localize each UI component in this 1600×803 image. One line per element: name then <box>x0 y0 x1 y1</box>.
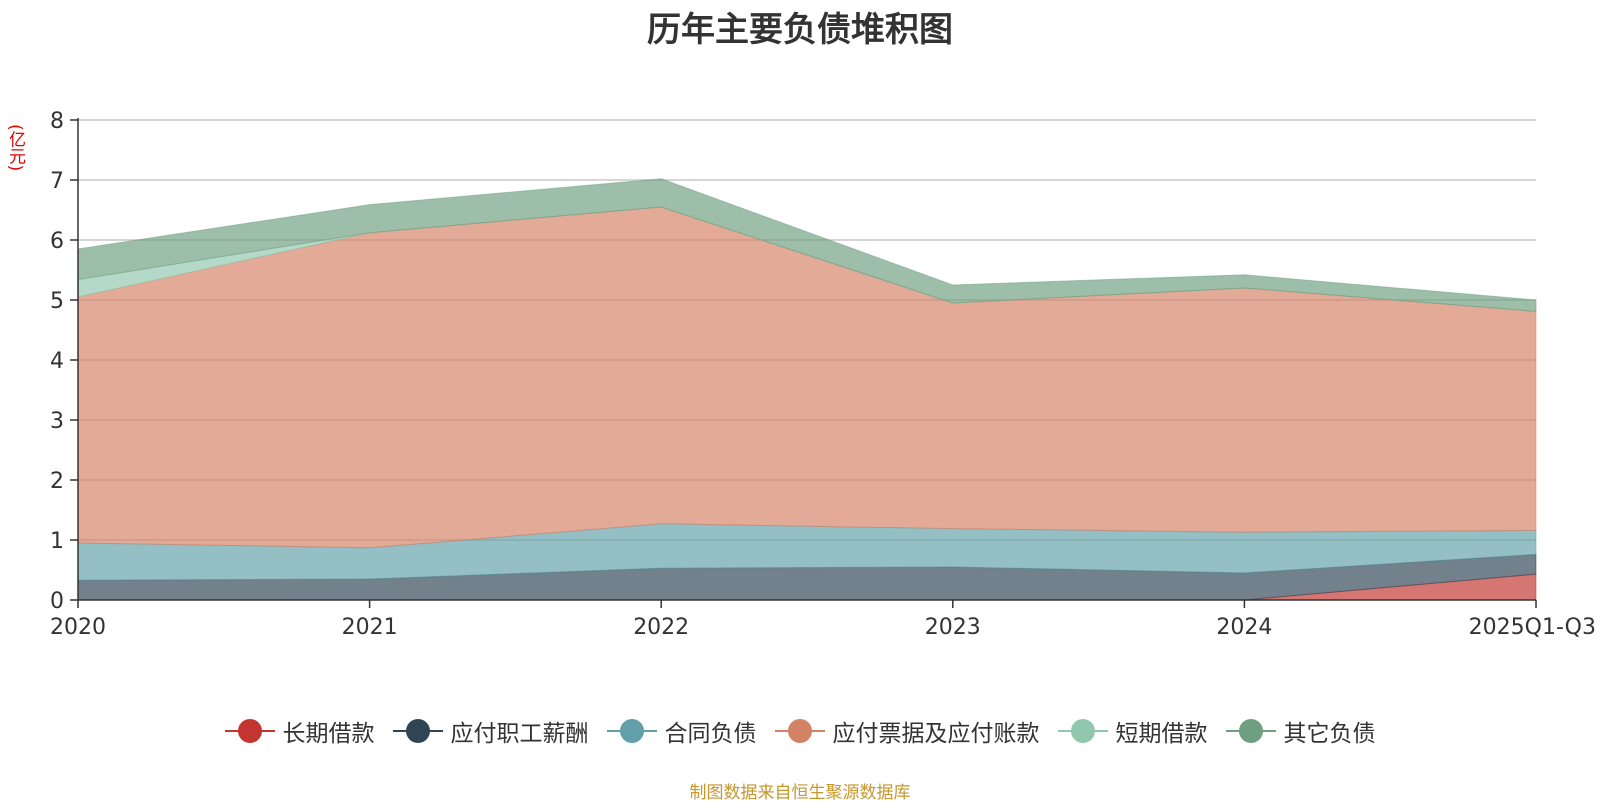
legend-item[interactable]: 应付票据及应付账款 <box>774 714 1040 748</box>
legend-item[interactable]: 其它负债 <box>1225 714 1376 748</box>
legend-label: 应付职工薪酬 <box>450 721 589 747</box>
legend-label: 应付票据及应付账款 <box>832 721 1040 747</box>
x-tick-label: 2025Q1-Q3 <box>1469 615 1596 640</box>
legend-marker-icon <box>224 719 275 743</box>
y-tick-label: 3 <box>50 409 64 434</box>
source-note: 制图数据来自恒生聚源数据库 <box>689 783 911 803</box>
y-axis-unit-label: (亿元) <box>5 124 25 172</box>
legend-label: 长期借款 <box>282 721 375 747</box>
legend-item[interactable]: 应付职工薪酬 <box>392 714 589 748</box>
legend-marker-icon <box>606 719 657 743</box>
legend-item[interactable]: 合同负债 <box>606 714 757 748</box>
y-tick-label: 1 <box>50 529 64 554</box>
y-tick-label: 8 <box>50 109 64 134</box>
area-series <box>77 206 1537 549</box>
y-tick-label: 6 <box>50 229 64 254</box>
legend-label: 其它负债 <box>1283 721 1376 747</box>
legend: 长期借款 应付职工薪酬 合同负债 应付票据及应付账款 短期借款 其它负债 <box>0 714 1600 748</box>
y-tick-label: 7 <box>50 169 64 194</box>
area-series <box>77 178 1537 312</box>
x-tick-label: 2021 <box>342 615 398 640</box>
legend-label: 短期借款 <box>1115 721 1208 747</box>
y-tick-label: 5 <box>50 289 64 314</box>
y-tick-label: 4 <box>50 349 64 374</box>
x-tick-label: 2022 <box>633 615 689 640</box>
legend-label: 合同负债 <box>664 721 757 747</box>
legend-marker-icon <box>392 719 443 743</box>
y-tick-label: 0 <box>50 589 64 614</box>
x-tick-label: 2020 <box>50 615 106 640</box>
axes: 0 1 2 3 4 5 6 7 8 2020 2021 2022 2023 2024 2025Q1-Q3 <box>50 109 1596 640</box>
x-tick-label: 2024 <box>1216 615 1272 640</box>
legend-item[interactable]: 短期借款 <box>1057 714 1208 748</box>
stacked-areas <box>77 178 1537 601</box>
legend-marker-icon <box>1225 719 1276 743</box>
legend-marker-icon <box>1057 719 1108 743</box>
legend-item[interactable]: 长期借款 <box>224 714 375 748</box>
y-tick-label: 2 <box>50 469 64 494</box>
chart-title: 历年主要负债堆积图 <box>647 10 953 50</box>
x-tick-label: 2023 <box>925 615 981 640</box>
legend-marker-icon <box>774 719 825 743</box>
